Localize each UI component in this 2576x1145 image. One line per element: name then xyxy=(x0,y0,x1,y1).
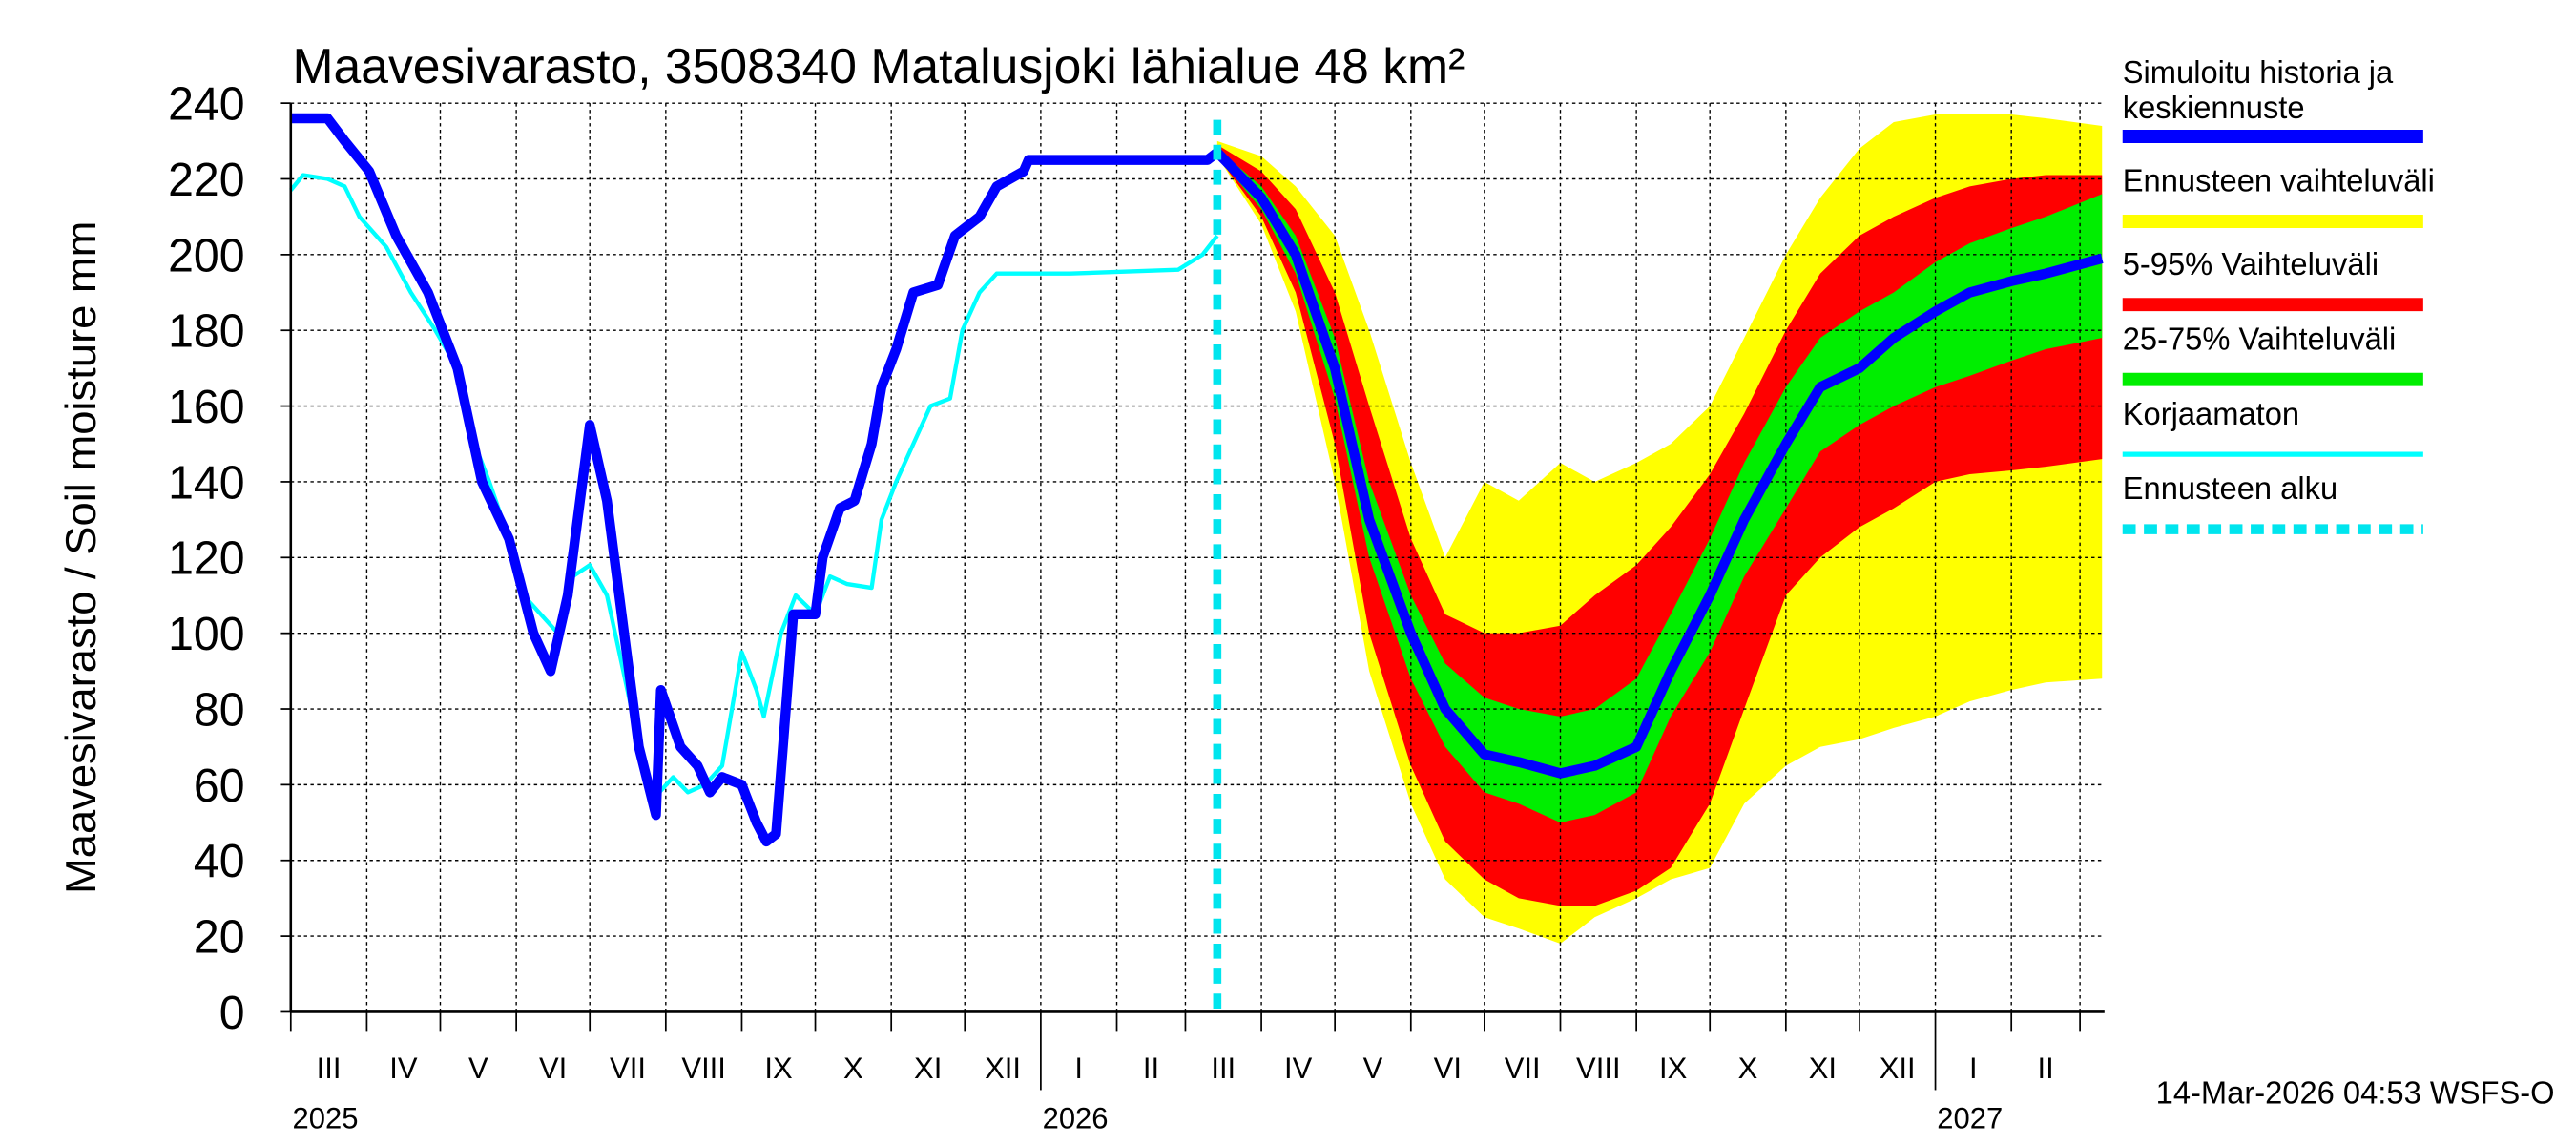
y-tick-label: 180 xyxy=(168,305,244,357)
y-tick-label: 40 xyxy=(194,836,245,887)
y-tick-label: 100 xyxy=(168,609,244,660)
y-tick-label: 160 xyxy=(168,382,244,433)
x-month-label: IX xyxy=(1659,1051,1687,1085)
x-month-label: III xyxy=(317,1051,342,1085)
x-year-label: 2027 xyxy=(1937,1101,2003,1135)
x-month-label: X xyxy=(843,1051,863,1085)
legend: Simuloitu historia ja keskiennuste Ennuste… xyxy=(2122,54,2435,534)
x-month-label: VII xyxy=(1505,1051,1541,1085)
x-month-label: IV xyxy=(1284,1051,1312,1085)
x-month-label: XII xyxy=(1880,1051,1916,1085)
x-month-label: IX xyxy=(764,1051,792,1085)
y-axis-label: Maavesivarasto / Soil moisture mm xyxy=(56,221,105,894)
legend-label: Korjaamaton xyxy=(2123,396,2299,431)
x-month-label: V xyxy=(1363,1051,1383,1085)
x-month-label: VI xyxy=(1434,1051,1462,1085)
simulated-history-line xyxy=(290,113,1220,847)
y-tick-label: 120 xyxy=(168,532,244,584)
y-tick-label: 240 xyxy=(168,78,244,130)
p25-p75-band xyxy=(1216,148,2103,823)
x-year-label: 2025 xyxy=(293,1101,359,1135)
y-tick-label: 220 xyxy=(168,155,244,206)
legend-label: 25-75% Vaihteluväli xyxy=(2123,321,2397,356)
x-month-label: VIII xyxy=(1576,1051,1620,1085)
x-month-label: II xyxy=(1143,1051,1159,1085)
x-month-label: X xyxy=(1738,1051,1758,1085)
y-tick-label: 20 xyxy=(194,911,245,963)
x-month-label: VI xyxy=(539,1051,567,1085)
legend-label: Ennusteen alku xyxy=(2123,470,2337,506)
x-month-label: IV xyxy=(389,1051,417,1085)
x-month-label: I xyxy=(1074,1051,1083,1085)
x-month-label: XI xyxy=(914,1051,942,1085)
x-month-label: III xyxy=(1211,1051,1236,1085)
y-tick-label: 200 xyxy=(168,230,244,281)
x-month-label: VIII xyxy=(681,1051,725,1085)
x-month-label: V xyxy=(468,1051,488,1085)
chart-title: Maavesivarasto, 3508340 Matalusjoki lähi… xyxy=(293,39,1465,94)
y-tick-label: 0 xyxy=(219,988,245,1039)
forecast-median-line xyxy=(1214,149,2104,779)
legend-label: Simuloitu historia ja keskiennuste xyxy=(2123,54,2394,125)
y-tick-label: 140 xyxy=(168,457,244,509)
legend-label: 5-95% Vaihteluväli xyxy=(2123,246,2379,281)
legend-label: Ennusteen vaihteluväli xyxy=(2123,162,2435,198)
x-month-label: XI xyxy=(1809,1051,1837,1085)
y-tick-label: 60 xyxy=(194,760,245,812)
uncorrected-line xyxy=(289,173,1219,799)
timestamp: 14-Mar-2026 04:53 WSFS-O xyxy=(2156,1074,2555,1110)
y-tick-label: 80 xyxy=(194,684,245,736)
x-month-label: VII xyxy=(610,1051,646,1085)
x-month-label: XII xyxy=(985,1051,1021,1085)
x-year-label: 2026 xyxy=(1043,1101,1109,1135)
x-month-label: I xyxy=(1969,1051,1978,1085)
x-month-label: II xyxy=(2038,1051,2054,1085)
